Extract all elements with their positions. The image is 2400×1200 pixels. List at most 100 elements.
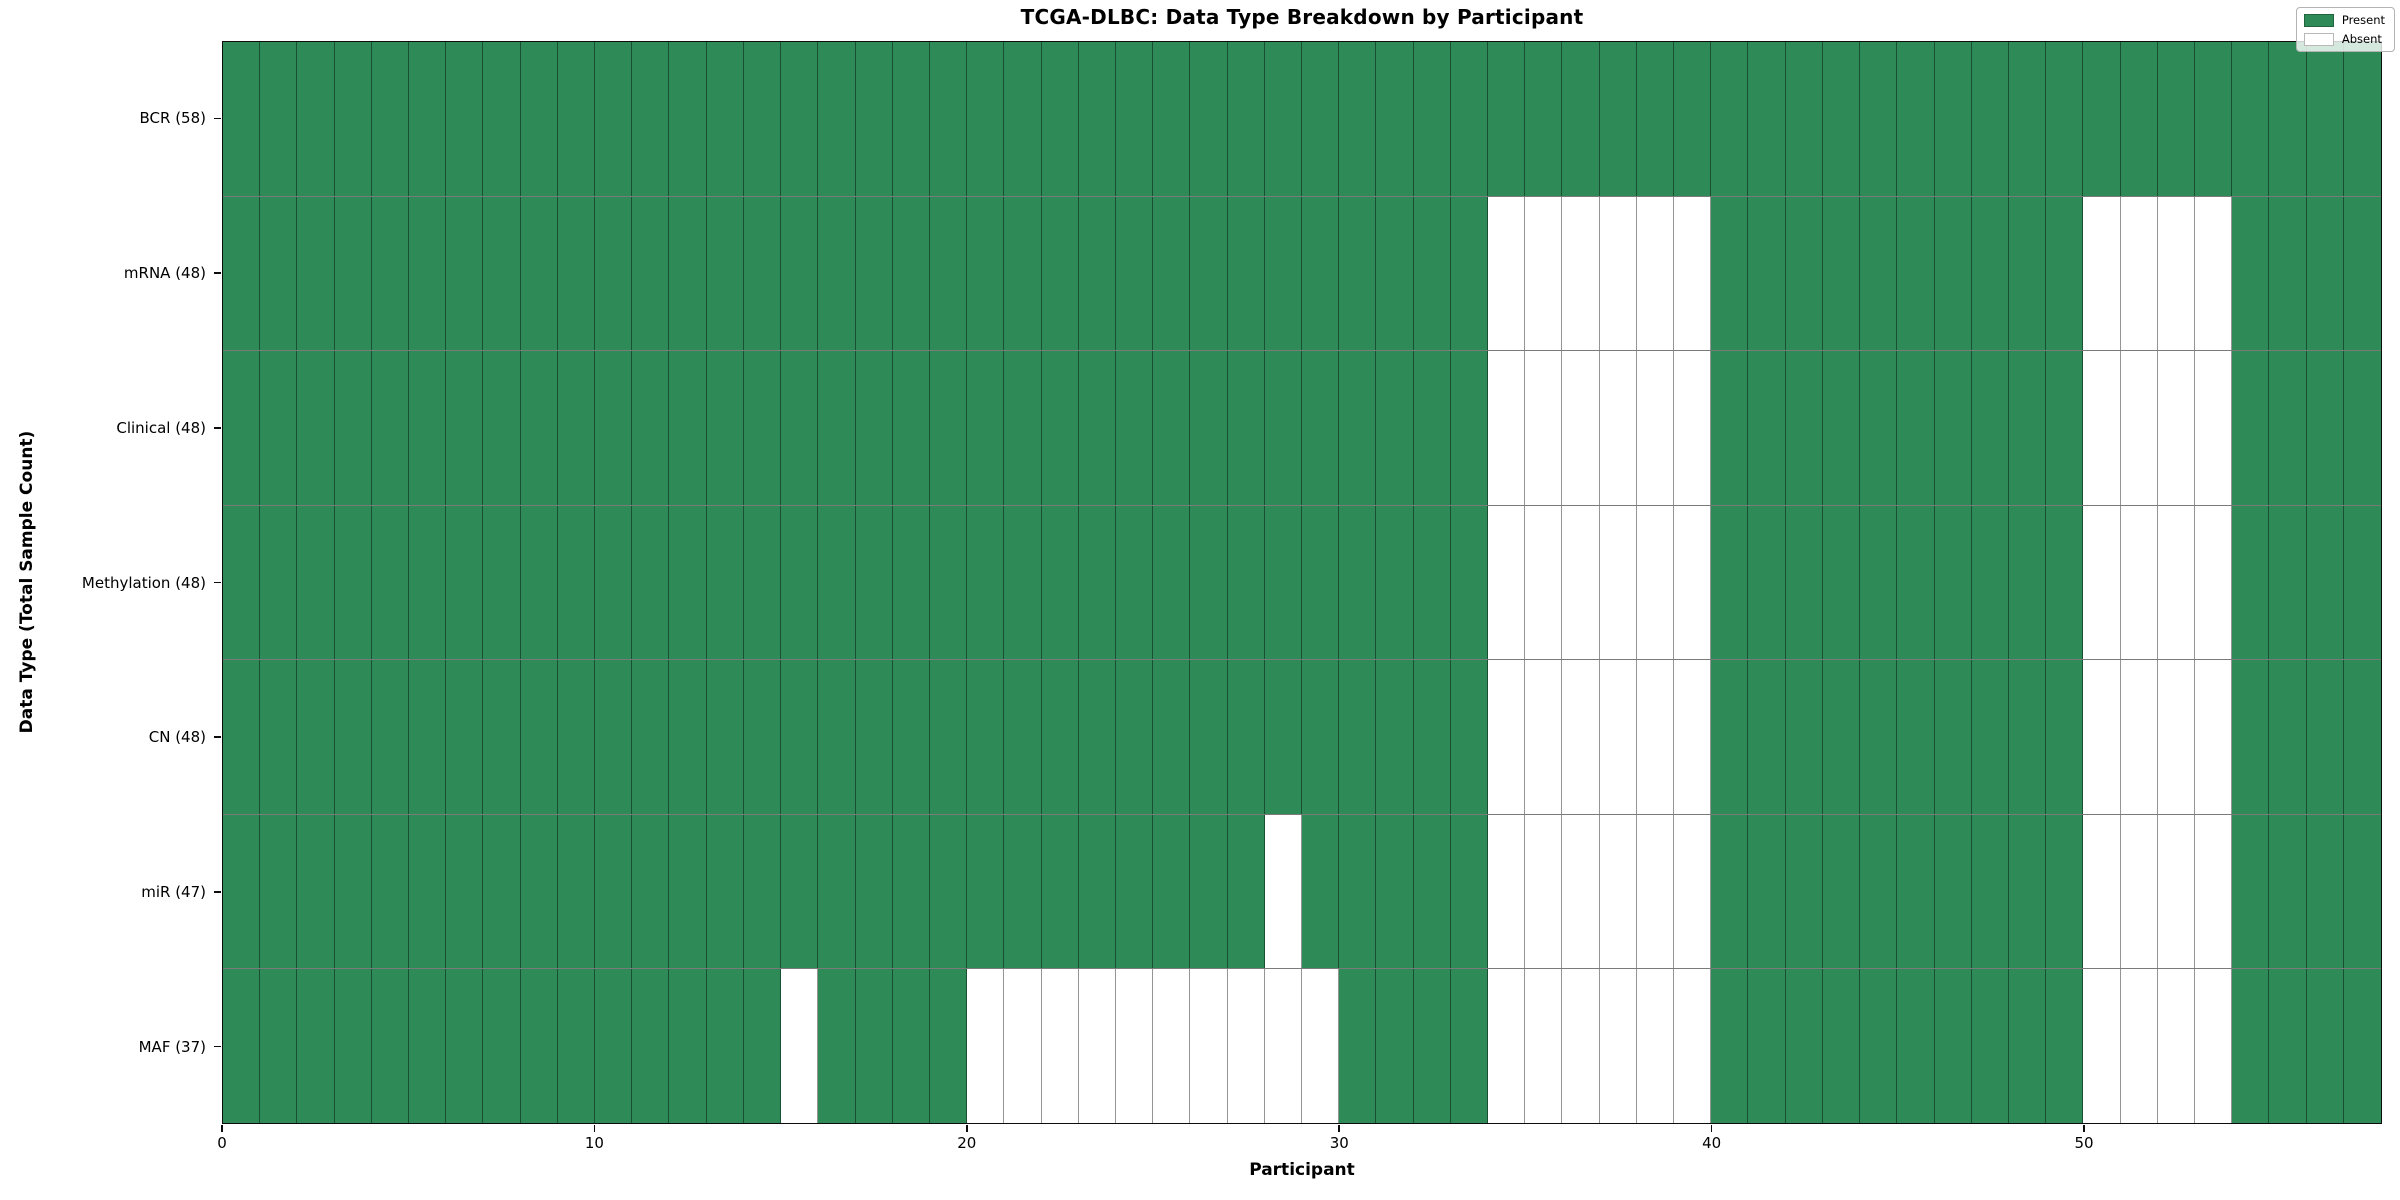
heatmap-cell [1078,660,1116,814]
heatmap-cell [706,660,744,814]
heatmap-cell [2194,196,2233,351]
heatmap-cell [297,660,335,814]
heatmap-cell [2008,660,2047,814]
heatmap-cell [223,42,261,196]
heatmap-cell [1004,42,1042,196]
heatmap-cell [1562,814,1600,969]
heatmap-cell [334,814,372,969]
heatmap-cell [1636,351,1675,505]
heatmap-cell [2232,505,2270,660]
heatmap-cell [1674,351,1712,505]
heatmap-cell [1041,505,1079,660]
heatmap-cell [1190,351,1228,505]
heatmap-cell [1004,969,1042,1124]
heatmap-cell [1004,196,1042,351]
heatmap-cell [1153,505,1191,660]
heatmap-cell [446,42,484,196]
heatmap-cell [1785,969,1823,1124]
heatmap-cell [1599,42,1637,196]
heatmap-cell [743,660,782,814]
heatmap-cell [743,42,782,196]
heatmap-cell [2157,505,2195,660]
heatmap-cell [781,660,819,814]
heatmap-cell [520,351,558,505]
heatmap-cell [1302,196,1340,351]
heatmap-cell [409,505,447,660]
heatmap-cell [1190,196,1228,351]
x-tick-mark [966,1125,968,1132]
heatmap-cell [632,42,670,196]
heatmap-cell [967,969,1005,1124]
heatmap-cell [409,351,447,505]
heatmap-cell [1413,196,1451,351]
heatmap-cell [2232,42,2270,196]
heatmap-cell [1525,351,1563,505]
heatmap-cell [1078,351,1116,505]
heatmap-cell [557,814,596,969]
heatmap-cell [1302,505,1340,660]
heatmap-cell [1934,42,1972,196]
heatmap-cell [2157,814,2195,969]
heatmap-cell [669,42,707,196]
heatmap-cell [1636,505,1675,660]
heatmap-cell [2008,969,2047,1124]
heatmap-row [223,196,2381,352]
heatmap-cell [1450,505,1489,660]
x-tick-mark [593,1125,596,1132]
heatmap-cell [446,660,484,814]
heatmap-cell [1190,660,1228,814]
heatmap-cell [1822,351,1861,505]
heatmap-cell [1562,969,1600,1124]
heatmap-cell [2046,196,2084,351]
heatmap-cell [929,42,968,196]
heatmap-cell [2083,814,2121,969]
heatmap-cell [781,969,819,1124]
heatmap-cell [1711,196,1749,351]
heatmap-row [223,351,2381,506]
heatmap-cell [2269,42,2307,196]
heatmap-cell [706,505,744,660]
heatmap-cell [1525,505,1563,660]
heatmap-cell [520,42,558,196]
heatmap-cell [1078,814,1116,969]
heatmap-cell [1376,505,1414,660]
legend: Present Absent [2295,7,2395,52]
heatmap-cell [1339,351,1377,505]
x-tick-label: 20 [957,1134,977,1152]
heatmap-cell [2232,196,2270,351]
x-tick-mark [221,1125,223,1132]
heatmap-cell [1785,351,1823,505]
heatmap-cell [446,814,484,969]
heatmap-cell [706,814,744,969]
y-tick-mark [214,117,221,120]
heatmap-cell [260,969,298,1124]
heatmap-cell [1934,196,1972,351]
heatmap-cell [520,660,558,814]
heatmap-cell [1636,660,1675,814]
heatmap-cell [371,351,410,505]
heatmap-cell [892,660,930,814]
heatmap-cell [557,505,596,660]
heatmap-cell [1562,660,1600,814]
heatmap-row [223,660,2381,815]
heatmap-cell [632,351,670,505]
heatmap-cell [595,505,633,660]
heatmap-cell [557,660,596,814]
heatmap-cell [2120,660,2158,814]
heatmap-cell [2083,196,2121,351]
heatmap-cell [2157,969,2195,1124]
y-tick-label: mRNA (48) [123,264,206,283]
heatmap-cell [1004,660,1042,814]
heatmap-cell [1488,660,1526,814]
y-tick-mark [214,891,221,893]
heatmap-cell [2008,42,2047,196]
heatmap-cell [967,42,1005,196]
heatmap-cell [1450,814,1489,969]
heatmap-cell [409,42,447,196]
heatmap-cell [818,196,856,351]
heatmap-cell [1636,196,1675,351]
heatmap-cell [2306,814,2344,969]
heatmap-cell [1227,351,1265,505]
heatmap-cell [334,42,372,196]
heatmap-cell [1711,351,1749,505]
